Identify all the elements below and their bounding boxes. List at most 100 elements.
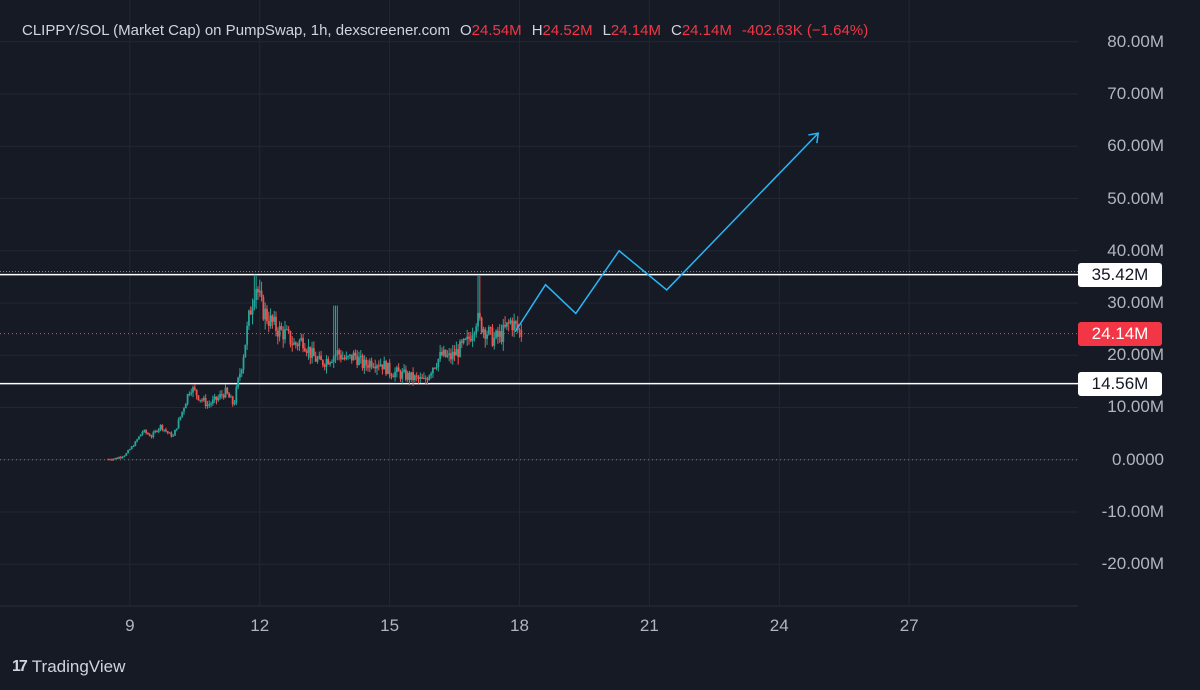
tradingview-brand[interactable]: 17 TradingView [12, 657, 125, 677]
legend-close-label: C [670, 22, 682, 39]
y-tick-label: 10.00M [1107, 397, 1164, 417]
candle-body [201, 399, 203, 401]
candle-body [291, 344, 294, 346]
candle-body [170, 432, 173, 437]
candle-body [147, 432, 149, 435]
candle-body [253, 299, 256, 308]
candle-body [415, 375, 418, 377]
tradingview-logo-icon: 17 [12, 658, 28, 675]
candle-body [338, 350, 341, 355]
candle-body [271, 315, 274, 322]
candle-body [489, 327, 492, 329]
candle-body [262, 296, 265, 320]
candle-body [486, 334, 488, 339]
candle-body [128, 449, 131, 451]
x-tick-label: 21 [639, 616, 659, 635]
x-tick-label: 9 [125, 616, 135, 635]
candle-body [109, 459, 111, 461]
candle-body [136, 439, 138, 442]
candle-body [229, 396, 232, 398]
candle-body [464, 338, 467, 340]
candle-body [276, 330, 279, 337]
candle-body [202, 397, 205, 401]
candle-body [293, 342, 295, 345]
candle-body [352, 352, 355, 361]
candle-body [419, 377, 422, 379]
chart-legend: CLIPPY/SOL (Market Cap) on PumpSwap, 1h,… [22, 22, 868, 39]
candle-body [195, 389, 198, 396]
candle-body [343, 357, 346, 359]
candle-body [478, 312, 481, 318]
candle-body [432, 367, 434, 374]
y-tick-label: 50.00M [1107, 188, 1164, 208]
candle-body [206, 404, 209, 407]
candle-body [345, 356, 348, 359]
candle-body [309, 346, 312, 358]
candle-body [491, 327, 494, 346]
candle-body [179, 416, 182, 420]
candle-body [509, 320, 512, 323]
candle-body [156, 430, 158, 432]
candle-body [294, 342, 297, 345]
candle-body [406, 372, 409, 380]
candle-body [469, 338, 472, 341]
candle-body [450, 353, 452, 360]
legend-symbol: CLIPPY/SOL (Market Cap) on PumpSwap, 1h,… [22, 22, 450, 39]
candle-body [473, 333, 476, 336]
candle-body [240, 369, 243, 374]
candle-body [123, 455, 126, 457]
candle-body [495, 330, 497, 338]
level-lines-layer [0, 271, 1078, 385]
candle-body [408, 372, 411, 380]
candle-body [457, 349, 460, 358]
candle-body [500, 331, 503, 343]
candle-body [116, 457, 119, 459]
candle-body [359, 355, 362, 358]
y-tick-label: 40.00M [1107, 240, 1164, 260]
candle-body [410, 372, 413, 380]
candle-body [251, 307, 254, 315]
candle-body [121, 456, 124, 458]
candle-body [166, 431, 169, 433]
candle-body [186, 394, 189, 404]
candle-body [520, 330, 523, 338]
candle-body [433, 367, 436, 369]
candle-body [312, 348, 315, 357]
candle-body [190, 392, 193, 394]
candle-body [255, 288, 258, 300]
candle-body [188, 393, 191, 395]
y-tick-label: 70.00M [1107, 84, 1164, 104]
candle-body [413, 375, 416, 381]
candle-body [374, 366, 377, 369]
candle-body [428, 375, 431, 380]
candle-body [329, 362, 332, 365]
candle-body [211, 399, 214, 404]
candle-body [175, 428, 178, 430]
candle-body [204, 397, 207, 407]
x-tick-label: 24 [769, 616, 789, 635]
candle-body [219, 394, 221, 398]
candle-body [228, 393, 230, 398]
candle-body [511, 320, 514, 331]
candle-body [444, 349, 447, 357]
candle-body [172, 435, 175, 437]
candle-body [119, 457, 122, 459]
candle-body [157, 428, 160, 432]
candle-body [513, 321, 516, 331]
legend-high-value: 24.52M [542, 22, 593, 39]
y-tick-label: 0.0000 [1112, 449, 1164, 469]
candle-body [222, 395, 225, 398]
candle-body [356, 355, 359, 365]
candle-body [363, 359, 366, 369]
candle-body [354, 352, 357, 356]
candle-body [385, 361, 387, 375]
candle-body [183, 408, 185, 412]
candle-body [239, 373, 241, 378]
candle-body [118, 457, 120, 459]
candle-body [480, 317, 483, 333]
candle-body [181, 411, 184, 417]
grid-layer [0, 0, 1078, 607]
candle-body [323, 365, 326, 367]
candle-body [125, 453, 128, 456]
